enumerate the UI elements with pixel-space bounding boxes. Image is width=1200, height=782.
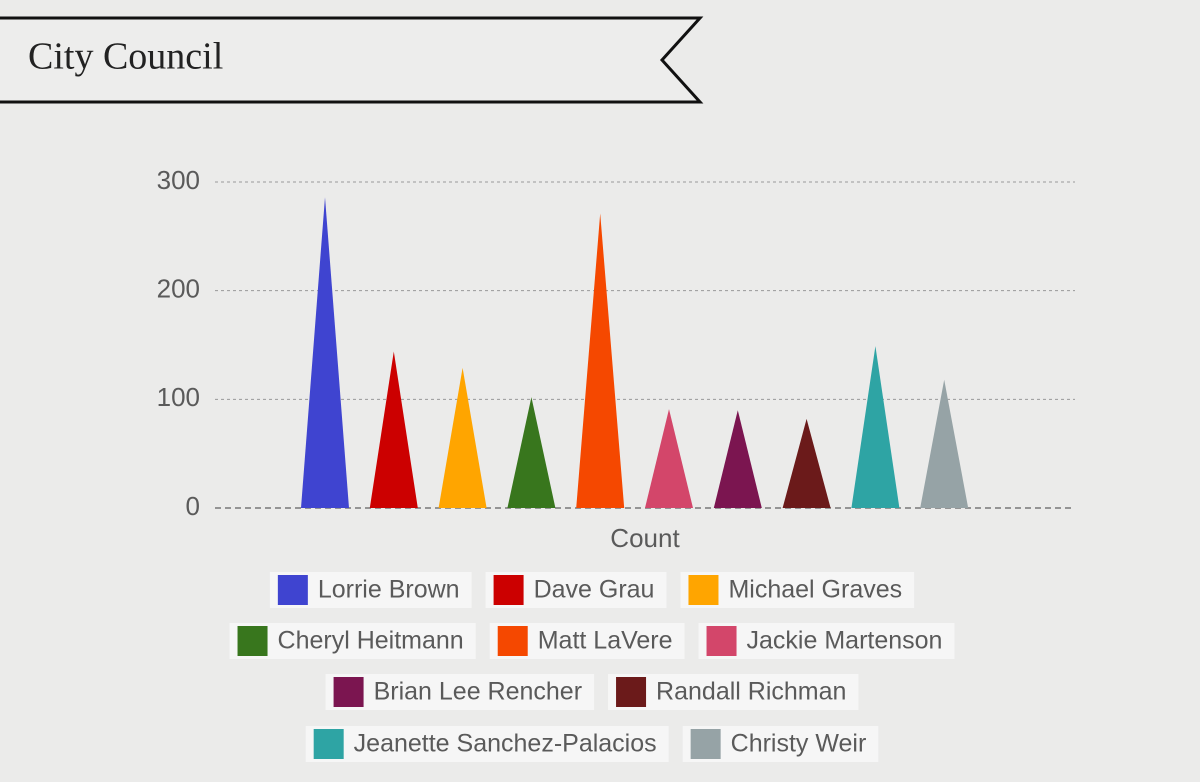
legend-swatch xyxy=(313,729,344,759)
legend-label: Cheryl Heitmann xyxy=(278,627,464,655)
legend-item-bg xyxy=(608,674,859,710)
title-banner xyxy=(0,16,704,104)
page-title: City Council xyxy=(28,36,223,78)
y-tick-label: 0 xyxy=(186,491,200,521)
legend-item-bg xyxy=(305,726,669,762)
legend-item-bg xyxy=(680,572,915,608)
legend-label: Dave Grau xyxy=(534,576,655,604)
legend-item: Brian Lee Rencher xyxy=(325,674,595,710)
legend-label: Michael Graves xyxy=(728,576,902,604)
legend-item: Jackie Martenson xyxy=(698,623,955,659)
legend-swatch xyxy=(493,575,524,605)
legend-swatch xyxy=(706,626,737,656)
x-axis-label: Count xyxy=(610,523,680,553)
legend-item: Randall Richman xyxy=(608,674,859,710)
legend-label: Jackie Martenson xyxy=(747,627,943,655)
bar xyxy=(576,213,625,508)
bar xyxy=(369,351,418,508)
legend-label: Lorrie Brown xyxy=(318,576,460,604)
legend-label: Brian Lee Rencher xyxy=(374,678,582,706)
legend-swatch xyxy=(616,677,647,707)
bar xyxy=(920,379,969,508)
legend-item: Jeanette Sanchez-Palacios xyxy=(305,726,669,762)
legend-label: Matt LaVere xyxy=(538,627,673,655)
y-tick-label: 100 xyxy=(157,382,200,412)
bar xyxy=(438,367,487,508)
bar xyxy=(507,397,556,508)
legend-swatch xyxy=(690,729,721,759)
legend-item-bg xyxy=(229,623,476,659)
bar xyxy=(851,346,900,508)
bar xyxy=(301,197,349,509)
legend-swatch xyxy=(277,575,308,605)
legend-swatch xyxy=(237,626,268,656)
legend-swatch xyxy=(497,626,528,656)
bar xyxy=(645,409,693,508)
legend-label: Jeanette Sanchez-Palacios xyxy=(354,730,657,758)
legend-item: Cheryl Heitmann xyxy=(229,623,476,659)
legend-item: Matt LaVere xyxy=(489,623,685,659)
bar xyxy=(713,410,762,508)
legend-item-bg xyxy=(698,623,955,659)
legend-item: Christy Weir xyxy=(682,726,879,762)
legend-label: Christy Weir xyxy=(731,730,867,758)
legend-item-bg xyxy=(325,674,595,710)
legend-swatch xyxy=(333,677,364,707)
legend-item: Michael Graves xyxy=(680,572,915,608)
legend-label: Randall Richman xyxy=(656,678,846,706)
bar xyxy=(782,418,831,508)
y-tick-label: 300 xyxy=(157,165,200,195)
legend-item: Dave Grau xyxy=(485,572,667,608)
legend-item: Lorrie Brown xyxy=(269,572,472,608)
y-tick-label: 200 xyxy=(157,274,200,304)
legend-swatch xyxy=(688,575,719,605)
